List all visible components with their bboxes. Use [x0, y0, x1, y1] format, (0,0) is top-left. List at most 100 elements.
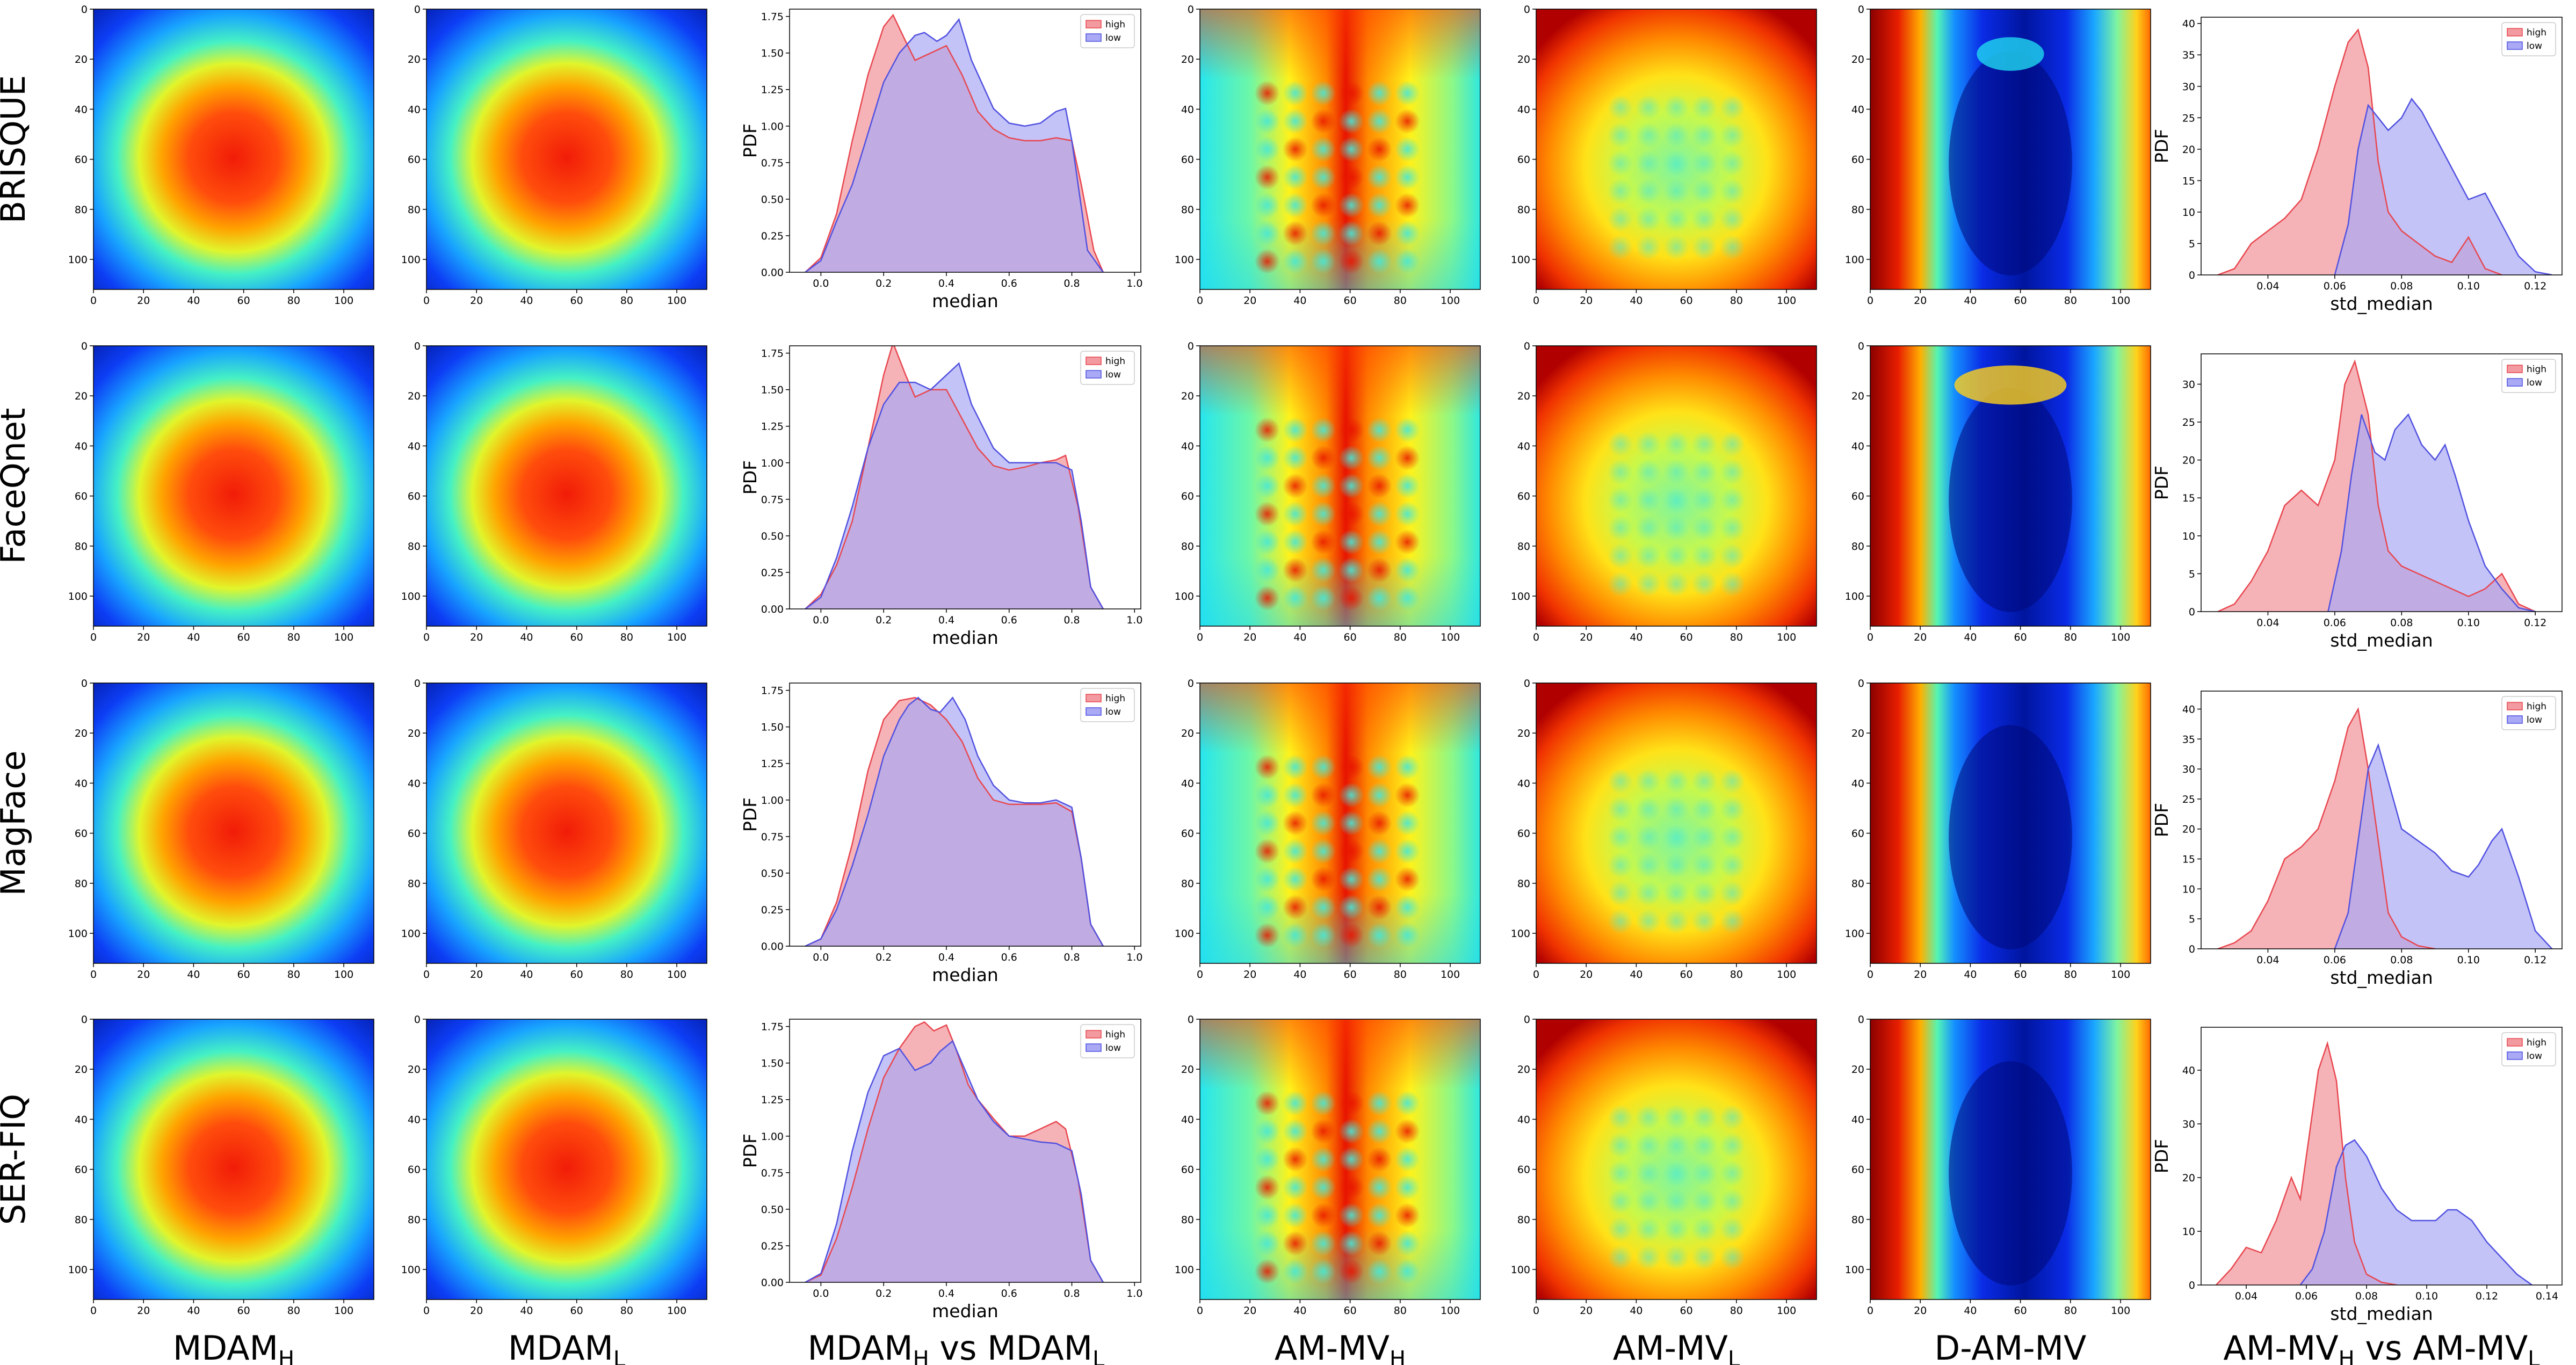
- column-label-main: AM-MV: [1613, 1328, 1728, 1365]
- y-tick-label: 25: [2182, 112, 2195, 124]
- y-tick-label: 40: [408, 778, 421, 789]
- y-tick-label: 20: [75, 728, 88, 739]
- x-tick-label: 0.06: [2324, 954, 2346, 966]
- y-tick-label: 0.25: [761, 1240, 784, 1252]
- heatmap-frame: [1536, 1019, 1817, 1300]
- heatmap-frame: [1199, 9, 1481, 290]
- legend-label-low: low: [1105, 369, 1121, 380]
- heatmap-spot: [1636, 796, 1661, 822]
- heatmap-spot: [1366, 417, 1392, 443]
- kde-frame: [2201, 17, 2563, 275]
- x-tick-label: 0: [1533, 295, 1539, 307]
- y-axis-label: PDF: [740, 1134, 761, 1168]
- x-tick-label: 20: [137, 1305, 150, 1317]
- kde-frame: [789, 345, 1141, 609]
- heatmap-spot: [1282, 838, 1308, 864]
- y-tick-label: 1.75: [761, 348, 784, 360]
- column-label-sub: H: [1390, 1347, 1406, 1365]
- y-tick-label: 1.75: [761, 685, 784, 697]
- x-tick-label: 0.08: [2390, 280, 2413, 292]
- y-tick-label: 40: [1851, 440, 1864, 452]
- y-tick-label: 0: [414, 340, 421, 352]
- column-label-sub: L: [613, 1347, 626, 1365]
- heatmap-spot: [1282, 1259, 1308, 1284]
- heatmap-spot: [1282, 221, 1308, 246]
- y-tick-label: 10: [2182, 207, 2195, 219]
- y-tick-label: 0.00: [761, 604, 784, 615]
- y-tick-label: 100: [401, 254, 421, 266]
- heatmap-spot: [1663, 487, 1689, 513]
- heatmap-spot: [1366, 501, 1392, 527]
- heatmap-spot: [1311, 895, 1336, 920]
- heatmap-spot: [1338, 249, 1364, 274]
- legend-swatch-high: [2507, 1038, 2523, 1047]
- heatmap-spot: [1663, 824, 1689, 850]
- y-tick-label: 80: [75, 1214, 88, 1226]
- y-tick-label: 80: [1851, 541, 1864, 553]
- kde-area: [805, 346, 1104, 609]
- heatmap-spot: [1311, 1259, 1336, 1284]
- y-tick-label: 80: [75, 541, 88, 553]
- heatmap-base: [93, 683, 374, 963]
- heatmap-spot: [1254, 1231, 1280, 1257]
- x-tick-label: 40: [520, 295, 533, 307]
- x-tick-label: 0.10: [2457, 617, 2480, 629]
- y-tick-label: 20: [75, 390, 88, 402]
- heatmap-spot: [1719, 543, 1745, 569]
- kde-line-low: [2334, 743, 2553, 949]
- heatmap-spot: [1254, 501, 1280, 527]
- y-tick-label: 100: [1511, 1264, 1530, 1276]
- x-tick-label: 100: [1441, 631, 1460, 643]
- kde-frame: [2201, 691, 2563, 949]
- heatmap-image: [93, 683, 374, 963]
- legend-swatch-high: [1086, 694, 1102, 702]
- heatmap-spot: [1954, 365, 2067, 405]
- x-tick-label: 20: [1580, 295, 1593, 307]
- heatmap-spot: [1311, 501, 1336, 527]
- heatmap-spot: [1366, 866, 1392, 892]
- x-tick-label: 0.4: [938, 952, 954, 963]
- legend-swatch-low: [1086, 1043, 1102, 1052]
- heatmap-spot: [1338, 417, 1364, 443]
- heatmap-spot: [1636, 431, 1661, 457]
- heatmap-spot: [1338, 192, 1364, 218]
- x-tick-label: 40: [1293, 1305, 1306, 1317]
- heatmap-panel: 0 0 20 20 40 40 60 60 80 80 100 100: [1511, 678, 1817, 981]
- heatmap-spot: [1394, 164, 1420, 190]
- heatmap-spot: [1338, 221, 1364, 246]
- heatmap-spot: [1311, 557, 1336, 583]
- heatmap-spot: [1338, 1174, 1364, 1200]
- y-tick-label: 1.50: [761, 722, 784, 734]
- x-tick-label: 0.0: [813, 952, 829, 963]
- y-tick-label: 100: [68, 591, 88, 602]
- heatmap-spot: [1366, 221, 1392, 246]
- y-tick-label: 0: [81, 678, 88, 689]
- y-tick-label: 20: [75, 54, 88, 66]
- heatmap-spot: [1663, 178, 1689, 204]
- heatmap-spot: [1366, 136, 1392, 162]
- heatmap-panel: 0 0 20 20 40 40 60 60 80 80 100 100: [401, 678, 707, 981]
- heatmap-image: [426, 346, 707, 626]
- heatmap-spot: [1366, 1146, 1392, 1172]
- x-tick-label: 40: [187, 295, 200, 307]
- heatmap-spot: [1282, 473, 1308, 499]
- x-tick-label: 0.8: [1063, 952, 1080, 963]
- y-tick-label: 0.25: [761, 567, 784, 579]
- heatmap-spot: [1636, 207, 1661, 232]
- y-tick-label: 60: [1851, 491, 1864, 503]
- heatmap-spot: [1311, 838, 1336, 864]
- heatmap-spot: [1394, 1259, 1420, 1284]
- x-tick-label: 0: [1197, 969, 1203, 981]
- heatmap-spot: [1254, 1119, 1280, 1144]
- kde-line-low: [805, 1040, 1104, 1282]
- heatmap-spot: [1311, 1146, 1336, 1172]
- y-tick-label: 80: [408, 541, 421, 553]
- x-tick-label: 80: [1394, 631, 1407, 643]
- kde-area: [805, 696, 1104, 946]
- x-tick-label: 0.08: [2355, 1290, 2378, 1302]
- heatmap-spot: [1608, 459, 1633, 485]
- heatmap-spot: [1663, 515, 1689, 541]
- y-tick-label: 40: [75, 440, 88, 452]
- y-tick-label: 80: [1851, 878, 1864, 890]
- heatmap-spot: [1254, 1174, 1280, 1200]
